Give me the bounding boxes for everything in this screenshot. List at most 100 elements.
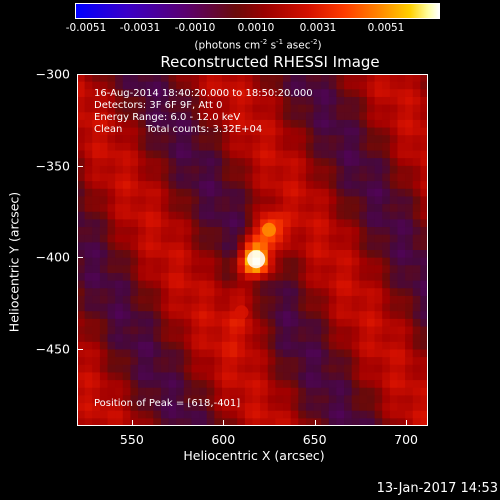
heatmap-pixel xyxy=(115,74,124,83)
heatmap-pixel xyxy=(130,142,139,151)
heatmap-pixel xyxy=(252,89,261,98)
heatmap-pixel xyxy=(366,188,375,197)
heatmap-pixel xyxy=(145,119,154,128)
heatmap-pixel xyxy=(130,211,139,220)
heatmap-pixel xyxy=(138,74,147,83)
heatmap-pixel xyxy=(275,112,284,121)
heatmap-pixel xyxy=(313,242,322,251)
heatmap-pixel xyxy=(374,280,383,289)
heatmap-pixel xyxy=(374,119,383,128)
heatmap-pixel xyxy=(374,96,383,106)
heatmap-pixel xyxy=(115,303,124,312)
heatmap-pixel xyxy=(221,173,231,182)
heatmap-pixel xyxy=(229,395,238,404)
heatmap-pixel xyxy=(229,219,238,228)
heatmap-pixel xyxy=(260,364,269,373)
heatmap-pixel xyxy=(153,341,162,350)
heatmap-pixel xyxy=(153,81,162,90)
heatmap-pixel xyxy=(160,295,169,304)
heatmap-pixel xyxy=(321,403,330,412)
heatmap-pixel xyxy=(290,257,299,266)
heatmap-pixel xyxy=(252,242,261,251)
heatmap-pixel xyxy=(351,188,360,197)
heatmap-pixel xyxy=(412,280,421,289)
heatmap-pixel xyxy=(244,173,253,182)
heatmap-pixel xyxy=(206,265,215,274)
heatmap-pixel xyxy=(191,96,200,106)
heatmap-pixel xyxy=(336,211,345,220)
heatmap-pixel xyxy=(290,158,299,167)
heatmap-plot-area[interactable] xyxy=(77,74,428,426)
heatmap-pixel xyxy=(138,357,147,366)
heatmap-pixel xyxy=(305,418,314,426)
heatmap-pixel xyxy=(298,272,307,282)
heatmap-pixel xyxy=(344,364,353,373)
heatmap-pixel xyxy=(229,326,238,335)
heatmap-pixel xyxy=(237,242,246,251)
heatmap-pixel xyxy=(183,104,192,113)
heatmap-pixel xyxy=(344,74,353,83)
heatmap-pixel xyxy=(336,265,345,274)
heatmap-pixel xyxy=(153,265,162,274)
heatmap-pixel xyxy=(107,280,116,289)
heatmap-pixel xyxy=(389,135,398,144)
heatmap-pixel xyxy=(221,357,231,366)
heatmap-pixel xyxy=(191,142,200,151)
heatmap-pixel xyxy=(267,127,276,136)
heatmap-pixel xyxy=(283,280,292,289)
heatmap-pixel xyxy=(344,142,353,151)
heatmap-pixel xyxy=(344,165,353,174)
heatmap-pixel xyxy=(389,395,398,404)
heatmap-pixel xyxy=(244,326,253,335)
heatmap-pixel xyxy=(214,318,223,327)
heatmap-pixel xyxy=(229,364,238,373)
heatmap-pixel xyxy=(206,410,215,419)
heatmap-pixel xyxy=(290,250,299,259)
heatmap-pixel xyxy=(359,357,368,366)
heatmap-pixel xyxy=(206,395,215,404)
heatmap-pixel xyxy=(92,372,101,381)
heatmap-pixel xyxy=(412,418,421,426)
heatmap-pixel xyxy=(267,403,276,412)
heatmap-pixel xyxy=(412,74,421,83)
heatmap-pixel xyxy=(313,211,322,220)
heatmap-pixel xyxy=(176,311,185,320)
heatmap-pixel xyxy=(267,142,276,151)
heatmap-pixel xyxy=(138,387,147,396)
heatmap-pixel xyxy=(305,127,314,136)
heatmap-pixel xyxy=(351,96,360,106)
heatmap-pixel xyxy=(405,234,414,243)
heatmap-pixel xyxy=(153,204,162,213)
heatmap-pixel xyxy=(382,272,391,282)
heatmap-pixel xyxy=(313,250,322,259)
heatmap-pixel xyxy=(412,349,421,358)
heatmap-pixel xyxy=(359,288,368,297)
heatmap-pixel xyxy=(214,387,223,396)
heatmap-pixel xyxy=(115,410,124,419)
heatmap-pixel xyxy=(206,81,215,90)
heatmap-pixel xyxy=(305,265,314,274)
heatmap-pixel xyxy=(92,204,101,213)
heatmap-pixel xyxy=(237,387,246,396)
heatmap-pixel xyxy=(252,158,261,167)
y-tick-mark xyxy=(77,257,83,258)
heatmap-pixel xyxy=(389,234,398,243)
heatmap-pixel xyxy=(313,326,322,335)
heatmap-pixel xyxy=(313,142,322,151)
heatmap-pixel xyxy=(366,165,375,174)
heatmap-pixel xyxy=(77,380,86,389)
heatmap-pixel xyxy=(405,387,414,396)
heatmap-pixel xyxy=(275,227,284,236)
heatmap-pixel xyxy=(290,150,299,159)
heatmap-pixel xyxy=(298,265,307,274)
heatmap-pixel xyxy=(145,303,154,312)
heatmap-pixel xyxy=(168,357,177,366)
heatmap-pixel xyxy=(420,418,428,426)
heatmap-pixel xyxy=(183,403,192,412)
heatmap-pixel xyxy=(160,341,169,350)
heatmap-pixel xyxy=(160,311,169,320)
heatmap-pixel xyxy=(84,242,93,251)
heatmap-pixel xyxy=(221,119,231,128)
heatmap-pixel xyxy=(122,81,131,90)
heatmap-pixel xyxy=(382,303,391,312)
